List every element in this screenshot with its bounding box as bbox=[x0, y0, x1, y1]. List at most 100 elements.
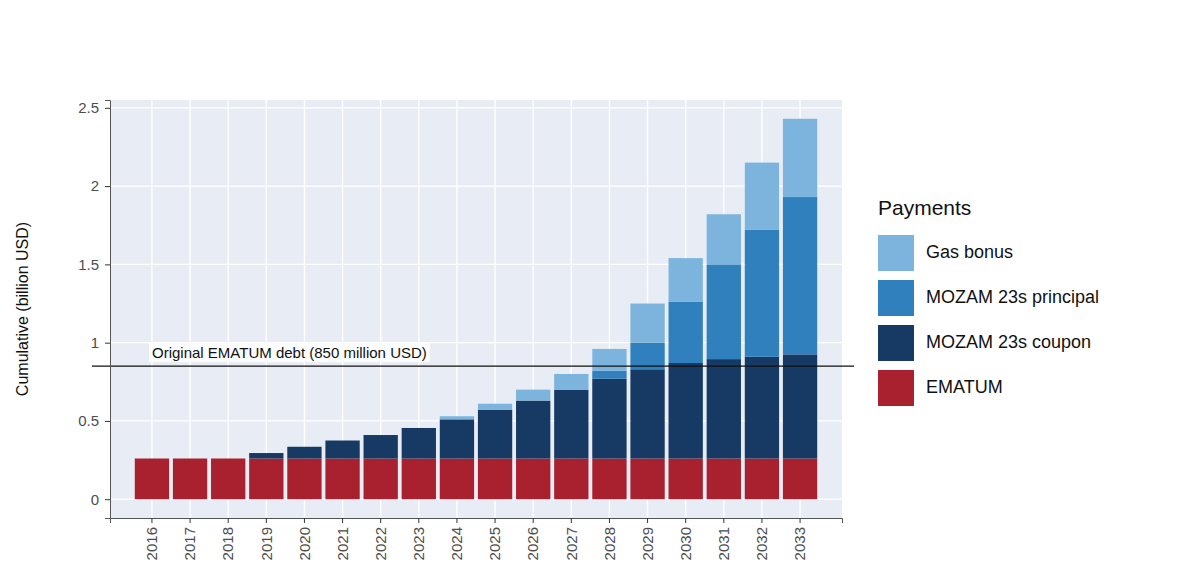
bar bbox=[135, 458, 169, 459]
x-tick-label: 2022 bbox=[372, 527, 389, 560]
series-2 bbox=[592, 197, 817, 379]
bar bbox=[516, 390, 550, 401]
bar bbox=[287, 447, 321, 459]
x-tick-mark bbox=[495, 518, 496, 523]
x-tick: 2018 bbox=[219, 518, 236, 560]
x-tick: 2023 bbox=[410, 518, 427, 560]
x-tick-label: 2019 bbox=[258, 527, 275, 560]
x-tick: 2028 bbox=[601, 518, 618, 560]
bar bbox=[783, 354, 817, 458]
y-tick-mark bbox=[105, 421, 110, 422]
x-tick-label: 2032 bbox=[753, 527, 770, 560]
bar bbox=[707, 264, 741, 359]
x-tick-mark bbox=[418, 518, 419, 523]
bar bbox=[173, 459, 207, 500]
x-tick-label: 2025 bbox=[486, 527, 503, 560]
x-axis-line bbox=[111, 519, 843, 524]
bar bbox=[249, 453, 283, 454]
x-tick-label: 2031 bbox=[715, 527, 732, 560]
x-tick-label: 2024 bbox=[448, 527, 465, 560]
x-tick-label: 2029 bbox=[639, 527, 656, 560]
bar bbox=[135, 458, 169, 459]
x-tick: 2026 bbox=[524, 518, 541, 560]
legend-title: Payments bbox=[878, 196, 971, 219]
x-tick: 2016 bbox=[143, 518, 160, 560]
x-tick-mark bbox=[533, 518, 534, 523]
bar bbox=[592, 379, 626, 459]
x-tick-label: 2017 bbox=[181, 527, 198, 560]
grid-line-x bbox=[228, 100, 229, 518]
bar bbox=[669, 302, 703, 363]
bar bbox=[592, 459, 626, 500]
x-tick-label: 2026 bbox=[524, 527, 541, 560]
x-tick-mark bbox=[571, 518, 572, 523]
y-tick-mark bbox=[105, 343, 110, 344]
legend-label: EMATUM bbox=[926, 377, 1003, 397]
y-tick: 2.5 bbox=[78, 99, 110, 116]
bar bbox=[669, 459, 703, 500]
y-tick-label: 0.5 bbox=[78, 412, 99, 429]
bar bbox=[211, 458, 245, 459]
y-tick-mark bbox=[105, 264, 110, 265]
panel-background bbox=[110, 100, 842, 518]
bar bbox=[364, 435, 398, 436]
x-tick-mark bbox=[342, 518, 343, 523]
x-tick-mark bbox=[800, 518, 801, 523]
series-3 bbox=[440, 119, 817, 420]
series-1 bbox=[249, 354, 817, 458]
x-tick-label: 2033 bbox=[791, 527, 808, 560]
bar bbox=[783, 459, 817, 500]
x-tick: 2031 bbox=[715, 518, 732, 560]
x-tick: 2020 bbox=[296, 518, 313, 560]
legend-swatch bbox=[878, 280, 914, 316]
x-tick-mark bbox=[456, 518, 457, 523]
grid bbox=[110, 100, 842, 518]
bar bbox=[402, 428, 436, 459]
bar bbox=[325, 440, 359, 441]
bar bbox=[325, 440, 359, 441]
bar bbox=[478, 459, 512, 500]
legend-label: MOZAM 23s coupon bbox=[926, 332, 1091, 352]
x-tick-mark bbox=[761, 518, 762, 523]
bar bbox=[669, 258, 703, 302]
bar bbox=[249, 453, 283, 454]
bar bbox=[630, 343, 664, 370]
bar bbox=[135, 458, 169, 459]
bar bbox=[745, 230, 779, 357]
x-tick-label: 2030 bbox=[677, 527, 694, 560]
bar bbox=[211, 458, 245, 459]
x-tick-label: 2028 bbox=[601, 527, 618, 560]
bar bbox=[516, 459, 550, 500]
bars bbox=[135, 119, 817, 499]
y-tick-mark bbox=[105, 499, 110, 500]
y-tick-mark bbox=[105, 108, 110, 109]
x-tick: 2019 bbox=[258, 518, 275, 560]
bar bbox=[630, 369, 664, 458]
x-tick-label: 2021 bbox=[334, 527, 351, 560]
x-tick-mark bbox=[228, 518, 229, 523]
x-tick-label: 2023 bbox=[410, 527, 427, 560]
bar bbox=[783, 197, 817, 354]
bar bbox=[440, 419, 474, 458]
y-axis-line bbox=[105, 101, 111, 519]
legend-swatch bbox=[878, 370, 914, 406]
y-tick: 1 bbox=[91, 334, 110, 351]
bar bbox=[707, 359, 741, 458]
x-tick: 2032 bbox=[753, 518, 770, 560]
bar bbox=[592, 371, 626, 379]
annotation: Original EMATUM debt (850 million USD) bbox=[152, 344, 427, 361]
x-tick-mark bbox=[647, 518, 648, 523]
bar bbox=[173, 458, 207, 459]
bar bbox=[173, 458, 207, 459]
x-tick-mark bbox=[190, 518, 191, 523]
bar bbox=[554, 459, 588, 500]
y-tick-label: 1.5 bbox=[78, 256, 99, 273]
bar bbox=[135, 459, 169, 500]
y-tick: 2 bbox=[91, 177, 110, 194]
x-tick-mark bbox=[723, 518, 724, 523]
x-tick: 2021 bbox=[334, 518, 351, 560]
x-tick: 2025 bbox=[486, 518, 503, 560]
bar bbox=[707, 459, 741, 500]
grid-line-x bbox=[189, 100, 190, 518]
bar bbox=[707, 214, 741, 264]
